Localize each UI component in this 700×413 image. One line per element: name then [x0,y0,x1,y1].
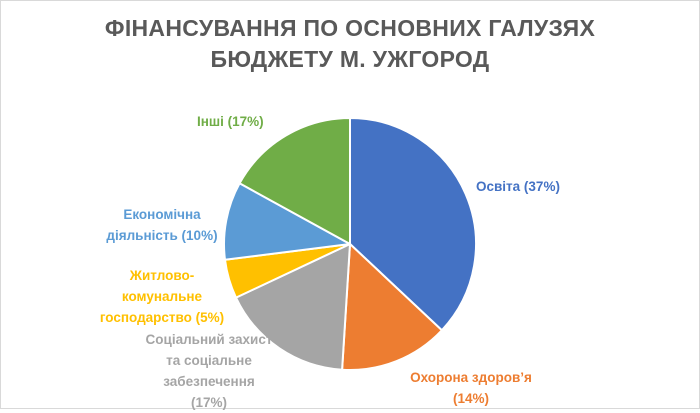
slice-label-health: Охорона здоров’я (14%) [401,367,541,409]
slice-label-line: Економічна [123,207,201,222]
chart-title-line-2: БЮДЖЕТУ М. УЖГОРОД [210,46,490,72]
slice-label-line: та соціальне [166,353,252,368]
slice-label-line: Освіта (37%) [476,179,560,194]
pie-slice-social [234,243,351,371]
slice-label-line: Соціальний захист [145,332,273,347]
slice-label-line: Інші (17%) [197,114,264,129]
slice-label-line: комунальне [121,289,203,304]
slice-label-line: (17%) [190,395,227,410]
chart-title: ФІНАНСУВАННЯ ПО ОСНОВНИХ ГАЛУЗЯХ БЮДЖЕТУ… [1,13,699,75]
slice-label-line: Охорона здоров’я [410,370,532,385]
slice-label-line: Житлово- [129,268,195,283]
slice-label-line: діяльність (10%) [106,228,218,243]
slice-label-housing: Житлово- комунальне господарство (5%) [97,265,227,328]
slice-label-line: (14%) [452,391,489,406]
slice-label-line: господарство (5%) [99,310,225,325]
slice-label-social: Соціальний захист та соціальне забезпече… [139,329,279,413]
slice-label-economy: Економічна діяльність (10%) [97,204,227,246]
pie-slice-osvita [349,117,477,332]
slice-label-other: Інші (17%) [197,111,264,132]
chart-title-line-1: ФІНАНСУВАННЯ ПО ОСНОВНИХ ГАЛУЗЯХ [104,15,596,41]
slice-label-line: забезпечення [163,374,255,389]
pie-slice-economy [223,182,351,261]
slice-label-osvita: Освіта (37%) [476,176,560,197]
pie-slice-other [238,117,351,245]
pie-slice-health [341,243,443,371]
